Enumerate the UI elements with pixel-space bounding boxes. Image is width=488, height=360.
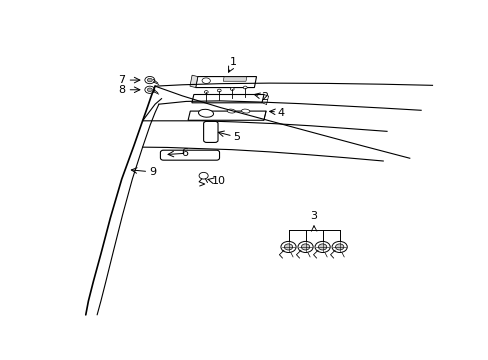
Circle shape: [243, 86, 246, 89]
Circle shape: [335, 244, 343, 250]
Polygon shape: [189, 75, 197, 87]
Ellipse shape: [241, 109, 249, 113]
Circle shape: [204, 91, 208, 93]
Circle shape: [280, 242, 295, 252]
Ellipse shape: [227, 109, 235, 113]
Text: 8: 8: [118, 85, 125, 95]
Text: 4: 4: [277, 108, 285, 118]
Circle shape: [297, 242, 312, 252]
Circle shape: [147, 88, 152, 91]
Text: 2: 2: [261, 92, 268, 102]
Text: 10: 10: [211, 176, 225, 186]
Circle shape: [284, 244, 292, 250]
Text: 9: 9: [149, 167, 156, 177]
Circle shape: [144, 76, 154, 84]
Ellipse shape: [202, 78, 210, 84]
FancyBboxPatch shape: [203, 121, 218, 143]
Text: 1: 1: [229, 57, 237, 67]
Circle shape: [314, 242, 329, 252]
Polygon shape: [195, 77, 256, 87]
Text: 7: 7: [118, 75, 125, 85]
Circle shape: [144, 86, 154, 93]
Polygon shape: [188, 111, 265, 120]
Text: 3: 3: [310, 211, 317, 221]
Polygon shape: [191, 94, 264, 103]
Polygon shape: [223, 77, 246, 81]
Circle shape: [217, 89, 221, 92]
Text: 6: 6: [181, 148, 188, 158]
Ellipse shape: [198, 109, 213, 117]
Circle shape: [318, 244, 326, 250]
Circle shape: [301, 244, 309, 250]
Circle shape: [230, 87, 234, 90]
Text: 5: 5: [233, 132, 240, 142]
Circle shape: [331, 242, 346, 252]
FancyBboxPatch shape: [160, 150, 219, 160]
Circle shape: [147, 78, 152, 82]
Circle shape: [199, 172, 208, 179]
